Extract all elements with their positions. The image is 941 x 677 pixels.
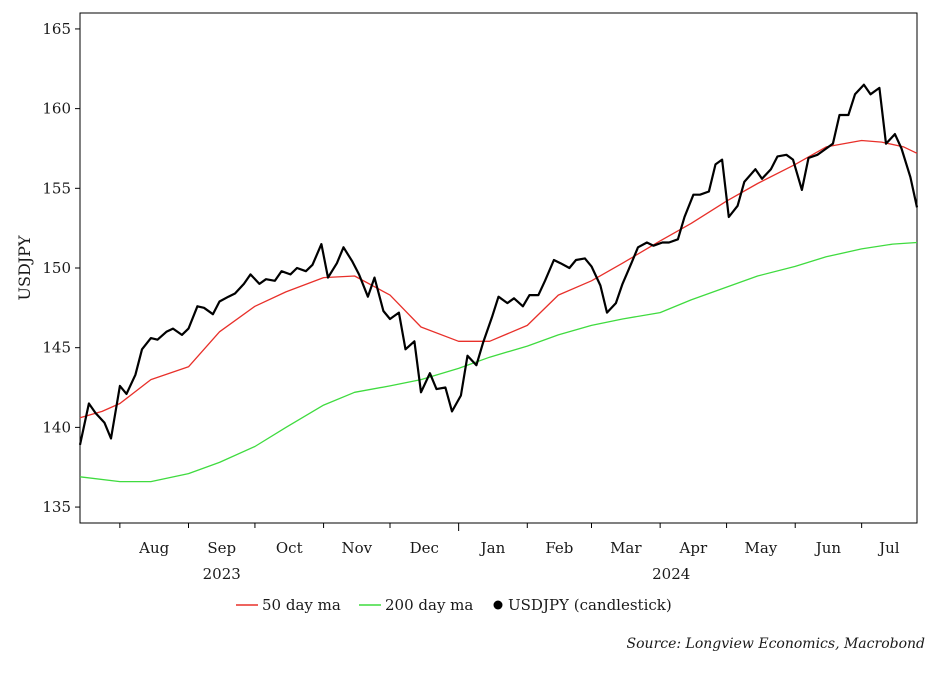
year-label: 2023 xyxy=(203,565,241,583)
y-tick-label: 150 xyxy=(42,259,71,277)
legend-label: 50 day ma xyxy=(262,596,341,614)
series-line xyxy=(78,83,919,446)
y-tick-label: 140 xyxy=(42,418,71,436)
y-tick-label: 155 xyxy=(42,179,71,197)
series-line xyxy=(79,139,918,419)
x-tick-label: Nov xyxy=(341,539,372,557)
source-note: Source: Longview Economics, Macrobond xyxy=(626,636,925,652)
y-tick-label: 165 xyxy=(42,20,71,38)
year-label: 2024 xyxy=(652,565,690,583)
x-tick-label: Dec xyxy=(410,539,439,557)
x-tick-label: Feb xyxy=(545,539,573,557)
y-tick-label: 135 xyxy=(42,498,71,516)
x-tick-label: Jan xyxy=(479,539,506,557)
x-tick-label: Jul xyxy=(877,539,900,557)
y-axis: 135 140 145 150 155 160 165 xyxy=(42,20,80,516)
x-tick-label: Sep xyxy=(207,539,236,557)
y-axis-label: USDJPY xyxy=(15,235,34,300)
x-tick-label: Apr xyxy=(679,539,708,557)
x-tick-label: Jun xyxy=(814,539,842,557)
legend-label: 200 day ma xyxy=(385,596,473,614)
x-tick-label: Mar xyxy=(610,539,642,557)
series-layer xyxy=(78,83,919,483)
y-tick-label: 160 xyxy=(42,100,71,118)
plot-area xyxy=(79,12,918,524)
legend: 50 day ma 200 day ma USDJPY (candlestick) xyxy=(236,596,672,614)
legend-label: USDJPY (candlestick) xyxy=(508,596,672,614)
series-line xyxy=(79,241,918,483)
x-tick-label: Aug xyxy=(138,539,169,557)
legend-swatch xyxy=(493,600,503,610)
x-tick-label: May xyxy=(745,539,778,557)
x-axis: Aug Sep Oct Nov Dec Jan Feb Mar Apr May Jun Jul 2023… xyxy=(119,523,900,583)
x-tick-label: Oct xyxy=(276,539,303,557)
y-tick-label: 145 xyxy=(42,339,71,357)
